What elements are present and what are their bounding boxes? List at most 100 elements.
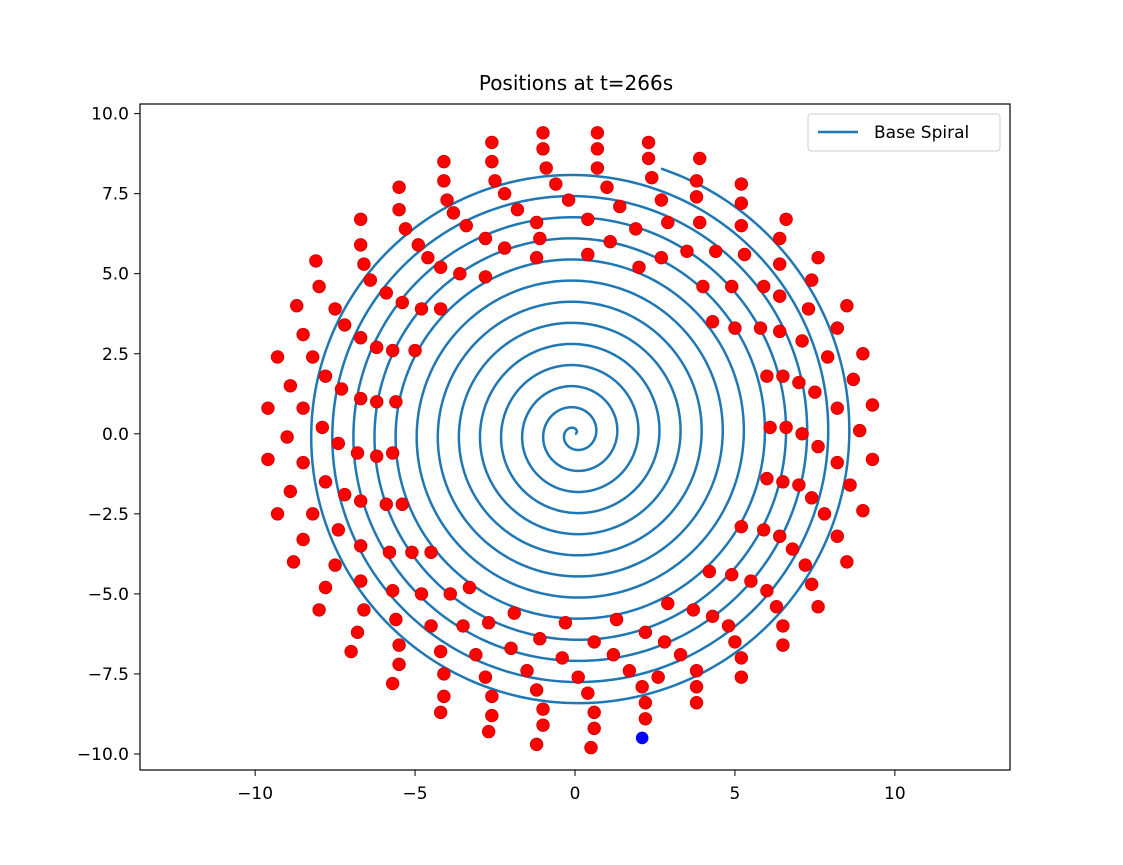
- red-point: [379, 497, 393, 511]
- red-point: [622, 664, 637, 678]
- red-point: [350, 625, 365, 640]
- red-point: [779, 212, 793, 226]
- red-point: [651, 670, 665, 684]
- red-point: [485, 135, 499, 150]
- red-point: [773, 257, 787, 271]
- red-point: [734, 670, 749, 684]
- red-point: [312, 279, 326, 294]
- red-point: [773, 289, 787, 303]
- red-point: [721, 619, 736, 633]
- x-tick-label: −5: [403, 784, 428, 804]
- red-point: [689, 190, 704, 204]
- y-tick-label: −5.0: [88, 585, 129, 605]
- red-point: [830, 401, 844, 415]
- red-point: [549, 177, 563, 191]
- red-point: [392, 657, 406, 672]
- red-point: [689, 696, 704, 710]
- red-point: [792, 375, 806, 390]
- y-tick-label: 7.5: [102, 185, 129, 205]
- red-point: [856, 503, 870, 518]
- red-point: [760, 471, 774, 486]
- red-point: [331, 436, 346, 451]
- red-point: [661, 215, 675, 230]
- red-point: [437, 154, 451, 169]
- red-point: [510, 202, 525, 217]
- red-point: [408, 343, 422, 358]
- red-point: [702, 564, 717, 579]
- red-point: [590, 161, 605, 175]
- red-point: [309, 254, 323, 268]
- red-point: [581, 247, 595, 262]
- red-point: [757, 523, 771, 537]
- red-point: [638, 712, 653, 726]
- red-point: [696, 279, 710, 294]
- red-point: [830, 321, 844, 335]
- red-point: [865, 452, 880, 467]
- red-point: [734, 196, 749, 210]
- x-tick-label: −10: [237, 784, 273, 804]
- red-point: [424, 619, 438, 633]
- red-point: [795, 334, 809, 348]
- x-tick-label: 5: [730, 784, 741, 804]
- y-tick-label: 2.5: [102, 345, 129, 365]
- red-point: [414, 302, 429, 316]
- red-point: [392, 202, 406, 217]
- red-point: [737, 247, 752, 262]
- red-point: [424, 545, 438, 559]
- red-point: [728, 635, 742, 649]
- red-point: [369, 449, 384, 463]
- red-point: [590, 142, 605, 156]
- red-point: [686, 603, 701, 617]
- red-point: [856, 347, 870, 361]
- red-point: [478, 270, 493, 284]
- red-point: [411, 238, 425, 252]
- red-point: [693, 151, 707, 166]
- red-point: [830, 529, 844, 543]
- red-point: [600, 180, 614, 194]
- red-point: [641, 151, 656, 166]
- red-point: [840, 299, 854, 313]
- red-point: [369, 395, 384, 409]
- red-point: [283, 379, 298, 393]
- red-point: [440, 193, 454, 207]
- red-point: [561, 193, 576, 207]
- red-point: [354, 494, 368, 508]
- red-point: [661, 596, 675, 611]
- red-point: [654, 193, 669, 207]
- red-point: [261, 452, 275, 467]
- red-point: [757, 279, 771, 294]
- red-point: [536, 142, 550, 156]
- red-point: [779, 420, 793, 435]
- red-point: [734, 218, 749, 233]
- red-point: [654, 250, 669, 265]
- red-point: [753, 321, 768, 335]
- red-point: [385, 446, 400, 460]
- red-point: [389, 395, 403, 409]
- red-point: [296, 455, 310, 470]
- red-point: [318, 580, 333, 595]
- red-point: [693, 215, 707, 230]
- red-point: [338, 487, 352, 502]
- red-point: [798, 558, 812, 572]
- x-tick-label: 0: [570, 784, 581, 804]
- red-point: [587, 721, 601, 736]
- red-point: [657, 635, 672, 649]
- red-point: [638, 696, 653, 710]
- red-point: [437, 667, 451, 681]
- red-point: [590, 126, 605, 140]
- red-point: [433, 260, 448, 275]
- red-point: [587, 705, 601, 720]
- red-point: [830, 455, 844, 470]
- red-point: [804, 491, 819, 505]
- red-point: [760, 369, 774, 383]
- red-point: [363, 273, 377, 287]
- red-point: [459, 218, 473, 233]
- red-point: [795, 427, 809, 441]
- red-point: [801, 302, 816, 316]
- red-point: [645, 170, 659, 185]
- red-point: [338, 318, 352, 332]
- red-point: [354, 238, 368, 252]
- red-point: [306, 350, 320, 364]
- red-point: [270, 507, 285, 521]
- red-point: [773, 529, 787, 543]
